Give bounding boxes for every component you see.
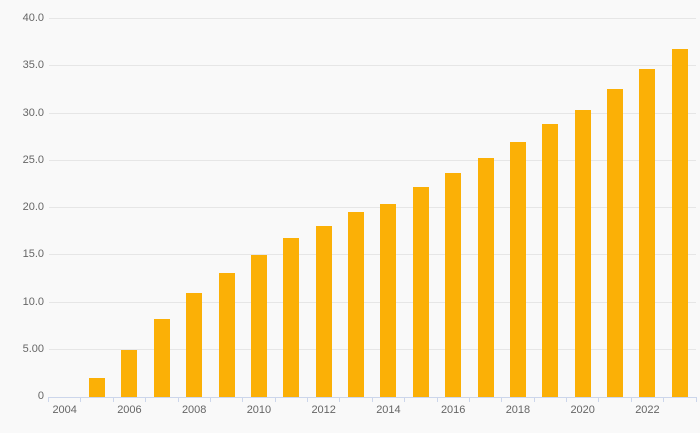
gridline-y-5	[48, 348, 696, 350]
x-axis-tick	[274, 396, 276, 402]
x-axis-tick	[242, 396, 244, 402]
gridline-y-25	[48, 159, 696, 161]
x-axis-tick	[339, 396, 341, 402]
x-axis-tick-label-2018: 2018	[505, 403, 531, 416]
y-axis-tick-label: 0	[37, 390, 44, 402]
bar-2009[interactable]	[218, 272, 235, 397]
bar-2016[interactable]	[445, 173, 462, 397]
bar-2017[interactable]	[477, 158, 494, 397]
x-axis-tick-label-2020: 2020	[570, 403, 595, 416]
x-axis-tick	[566, 396, 567, 402]
x-axis-tick-label-2022: 2022	[635, 403, 660, 416]
x-axis-tick	[80, 396, 82, 402]
x-axis-tick	[695, 396, 697, 402]
bar-2008[interactable]	[186, 292, 203, 397]
bar-2020[interactable]	[574, 110, 591, 397]
x-axis-tick-label-2014: 2014	[376, 403, 401, 416]
gridline-y-40	[48, 18, 696, 19]
bar-2014[interactable]	[380, 203, 397, 397]
x-axis-tick-label-2008: 2008	[181, 403, 207, 416]
bar-2018[interactable]	[509, 142, 526, 397]
y-axis-tick-label: 10.0	[22, 295, 44, 308]
x-axis-tick	[404, 396, 406, 402]
gridline-y-30	[48, 112, 696, 114]
x-axis-tick	[145, 396, 147, 402]
bar-2023[interactable]	[671, 48, 688, 397]
gridline-y-20	[48, 207, 696, 208]
y-axis-tick-label: 40.0	[22, 12, 44, 24]
x-axis-tick-label-2006: 2006	[117, 403, 142, 416]
bar-2021[interactable]	[607, 89, 624, 397]
x-axis-tick	[630, 396, 632, 402]
x-axis-tick	[663, 396, 665, 402]
x-axis-tick	[533, 396, 535, 402]
bar-2019[interactable]	[542, 124, 559, 397]
bar-2005[interactable]	[89, 377, 106, 397]
bar-2015[interactable]	[412, 186, 429, 397]
gridline-y-15	[48, 254, 696, 256]
bar-2006[interactable]	[121, 350, 138, 397]
bar-2007[interactable]	[153, 319, 170, 397]
x-axis-tick	[436, 396, 438, 402]
bar-2013[interactable]	[348, 212, 365, 397]
bar-2011[interactable]	[283, 237, 300, 397]
y-axis-tick-label: 25.0	[22, 153, 44, 166]
x-axis-tick-label-2016: 2016	[440, 403, 466, 416]
plot-area	[48, 18, 697, 402]
bar-2010[interactable]	[250, 254, 267, 397]
y-axis-tick-label: 35.0	[22, 59, 44, 72]
gridline-y-35	[48, 65, 696, 67]
x-axis-tick	[112, 396, 114, 402]
y-axis-tick-label: 30.0	[22, 106, 44, 119]
x-axis-tick-label-2004: 2004	[52, 403, 77, 416]
y-axis-tick-label: 20.0	[22, 201, 44, 213]
x-axis-tick	[371, 396, 373, 402]
y-axis-tick-label: 15.0	[22, 248, 44, 261]
x-axis-tick	[48, 396, 49, 402]
x-axis-tick	[177, 396, 179, 402]
x-axis-tick-label-2012: 2012	[311, 403, 336, 416]
x-axis-tick	[598, 396, 600, 402]
x-axis-tick-label-2010: 2010	[246, 403, 272, 416]
x-axis-tick	[501, 396, 503, 402]
bar-2022[interactable]	[639, 68, 656, 397]
x-axis-tick	[209, 396, 211, 402]
x-axis-tick	[307, 396, 308, 402]
gridline-y-10	[48, 301, 696, 303]
y-axis-tick-label: 5.00	[22, 342, 44, 355]
x-axis-tick	[468, 396, 470, 402]
bar-2012[interactable]	[315, 226, 332, 397]
